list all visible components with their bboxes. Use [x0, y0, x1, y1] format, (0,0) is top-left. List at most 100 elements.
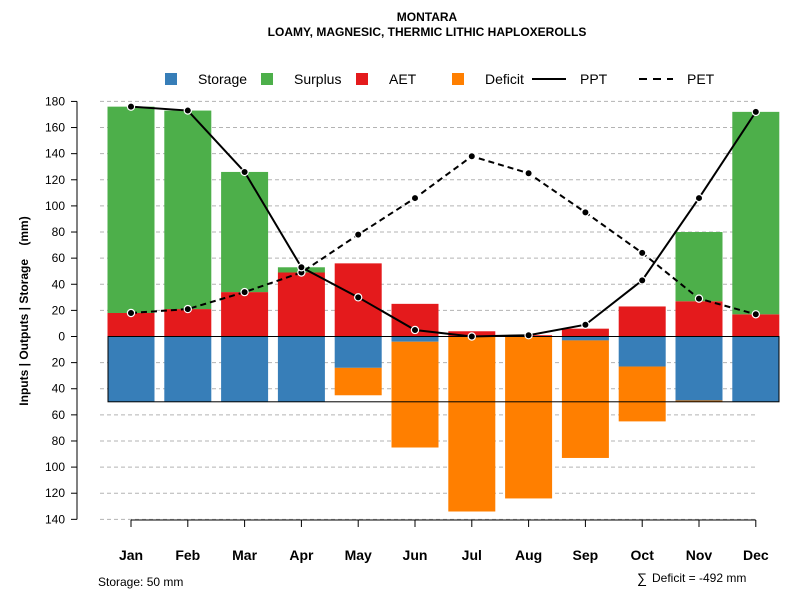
- storage-bar: [561, 336, 609, 341]
- aet-bar: [732, 314, 780, 337]
- aet-bar: [561, 328, 609, 337]
- x-tick-label: Sep: [573, 547, 599, 563]
- pet-legend-label: PET: [687, 71, 715, 87]
- storage-bar: [618, 336, 666, 367]
- x-tick-label: Oct: [631, 547, 655, 563]
- bars: [107, 106, 780, 512]
- storage-bar: [334, 336, 382, 368]
- surplus-bar: [107, 106, 155, 313]
- aet-bar: [164, 309, 212, 337]
- y-tick-label: 40: [52, 277, 66, 291]
- y-tick-label: 0: [58, 330, 65, 344]
- y-tick-label: 120: [45, 173, 65, 187]
- storage-bar: [277, 336, 325, 402]
- ppt-line: [130, 105, 757, 338]
- y-tick-label: 160: [45, 121, 65, 135]
- pet-point: [410, 193, 420, 203]
- ppt-point: [410, 325, 420, 335]
- pet-line: [130, 155, 757, 316]
- aet-legend-swatch: [356, 73, 368, 85]
- x-tick-label: Feb: [175, 547, 200, 563]
- ppt-point: [467, 332, 476, 341]
- y-tick-label: 100: [45, 460, 65, 474]
- legend: Storage Surplus AET Deficit PPT PET: [165, 71, 715, 87]
- ppt-point: [183, 106, 192, 115]
- y-axis: 180 160 140 120 100 80 60 40 20 0 20 40 60 80 100 120 14…: [45, 94, 78, 526]
- aet-legend-label: AET: [389, 71, 417, 87]
- pet-point: [240, 287, 249, 297]
- deficit-bar: [391, 341, 439, 448]
- ppt-point: [581, 320, 590, 329]
- surplus-legend-swatch: [261, 73, 273, 85]
- surplus-bar: [675, 232, 723, 302]
- deficit-legend-label: Deficit: [485, 71, 524, 87]
- deficit-bar: [334, 367, 382, 396]
- x-axis: Jan Feb Mar Apr May Jun Jul Aug Sep Oct Nov Dec: [119, 519, 769, 563]
- ppt-point: [524, 330, 533, 340]
- pet-point: [126, 308, 136, 318]
- y-tick-label: 60: [52, 251, 66, 265]
- pet-point: [183, 304, 192, 314]
- chart-subtitle: LOAMY, MAGNESIC, THERMIC LITHIC HAPLOXER…: [268, 25, 587, 39]
- deficit-sum-symbol: ∑: [637, 570, 647, 586]
- x-tick-label: Jan: [119, 547, 143, 563]
- ppt-point: [751, 107, 761, 117]
- deficit-bar: [448, 336, 496, 512]
- deficit-bar: [505, 336, 553, 499]
- pet-point: [694, 294, 704, 303]
- deficit-legend-swatch: [452, 73, 464, 85]
- deficit-bar: [561, 340, 609, 458]
- ppt-point: [297, 263, 306, 272]
- aet-bar: [675, 301, 723, 337]
- x-tick-label: Jul: [462, 547, 482, 563]
- pet-point: [467, 152, 476, 161]
- x-tick-label: May: [345, 547, 372, 563]
- y-tick-label: 40: [52, 382, 66, 396]
- surplus-legend-label: Surplus: [294, 71, 341, 87]
- y-tick-label: 120: [45, 486, 65, 500]
- x-tick-label: Apr: [289, 547, 314, 563]
- y-tick-label: 80: [52, 225, 66, 239]
- y-axis-label: Inputs | Outputs | Storage (mm): [17, 216, 31, 405]
- pet-point: [581, 208, 590, 217]
- y-tick-label: 60: [52, 408, 66, 422]
- x-tick-label: Mar: [232, 547, 257, 563]
- deficit-annotation: Deficit = -492 mm: [652, 571, 746, 585]
- aet-bar: [107, 312, 155, 337]
- ppt-point: [126, 102, 136, 111]
- x-tick-label: Jun: [403, 547, 428, 563]
- y-tick-label: 100: [45, 199, 65, 213]
- storage-bar: [732, 336, 780, 402]
- deficit-bar: [618, 366, 666, 422]
- x-tick-label: Nov: [686, 547, 713, 563]
- pet-point: [751, 310, 761, 319]
- y-tick-label: 80: [52, 434, 66, 448]
- pet-point: [354, 230, 363, 239]
- ppt-legend-label: PPT: [580, 71, 608, 87]
- aet-bar: [618, 306, 666, 337]
- pet-point: [524, 169, 533, 178]
- storage-bar: [675, 336, 723, 401]
- chart-title: MONTARA: [397, 10, 458, 24]
- y-tick-label: 20: [52, 303, 66, 317]
- pet-point: [638, 248, 647, 258]
- y-tick-label: 140: [45, 512, 65, 526]
- surplus-bar: [164, 110, 212, 310]
- storage-capacity-box: [107, 336, 780, 403]
- surplus-bar: [732, 111, 780, 315]
- x-tick-label: Aug: [515, 547, 542, 563]
- surplus-bar: [221, 171, 269, 293]
- storage-bar: [107, 336, 155, 402]
- y-tick-label: 20: [52, 356, 66, 370]
- storage-legend-swatch: [165, 73, 177, 85]
- deficit-bar: [675, 400, 723, 402]
- y-tick-label: 140: [45, 147, 65, 161]
- storage-bar: [391, 336, 439, 342]
- storage-bar: [221, 336, 269, 402]
- ppt-point: [694, 193, 704, 203]
- ppt-point: [638, 276, 647, 285]
- ppt-point: [240, 167, 249, 177]
- x-tick-label: Dec: [743, 547, 769, 563]
- storage-annotation: Storage: 50 mm: [98, 575, 183, 589]
